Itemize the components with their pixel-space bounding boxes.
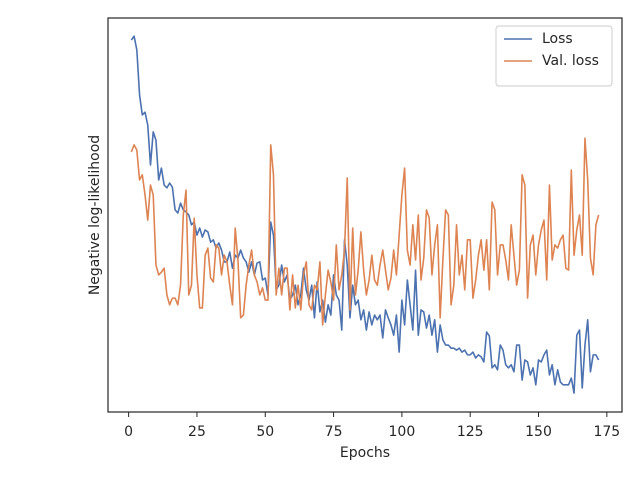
legend-box [495, 25, 613, 87]
legend-label: Val. loss [542, 53, 599, 69]
x-tick-label: 50 [256, 424, 274, 440]
line-series [130, 137, 600, 326]
x-tick-label: 125 [457, 424, 484, 440]
x-tick-label: 0 [124, 424, 133, 440]
plot-frame [107, 17, 623, 413]
x-axis-label: Epochs [340, 445, 390, 461]
x-tick-label: 25 [188, 424, 206, 440]
x-tick-label: 100 [389, 424, 416, 440]
legend-label: Loss [542, 31, 573, 47]
y-axis-label: Negative log-likelihood [87, 135, 103, 295]
line-series [130, 35, 600, 394]
x-tick-label: 175 [593, 424, 620, 440]
x-tick-label: 75 [325, 424, 343, 440]
x-tick-label: 150 [525, 424, 552, 440]
